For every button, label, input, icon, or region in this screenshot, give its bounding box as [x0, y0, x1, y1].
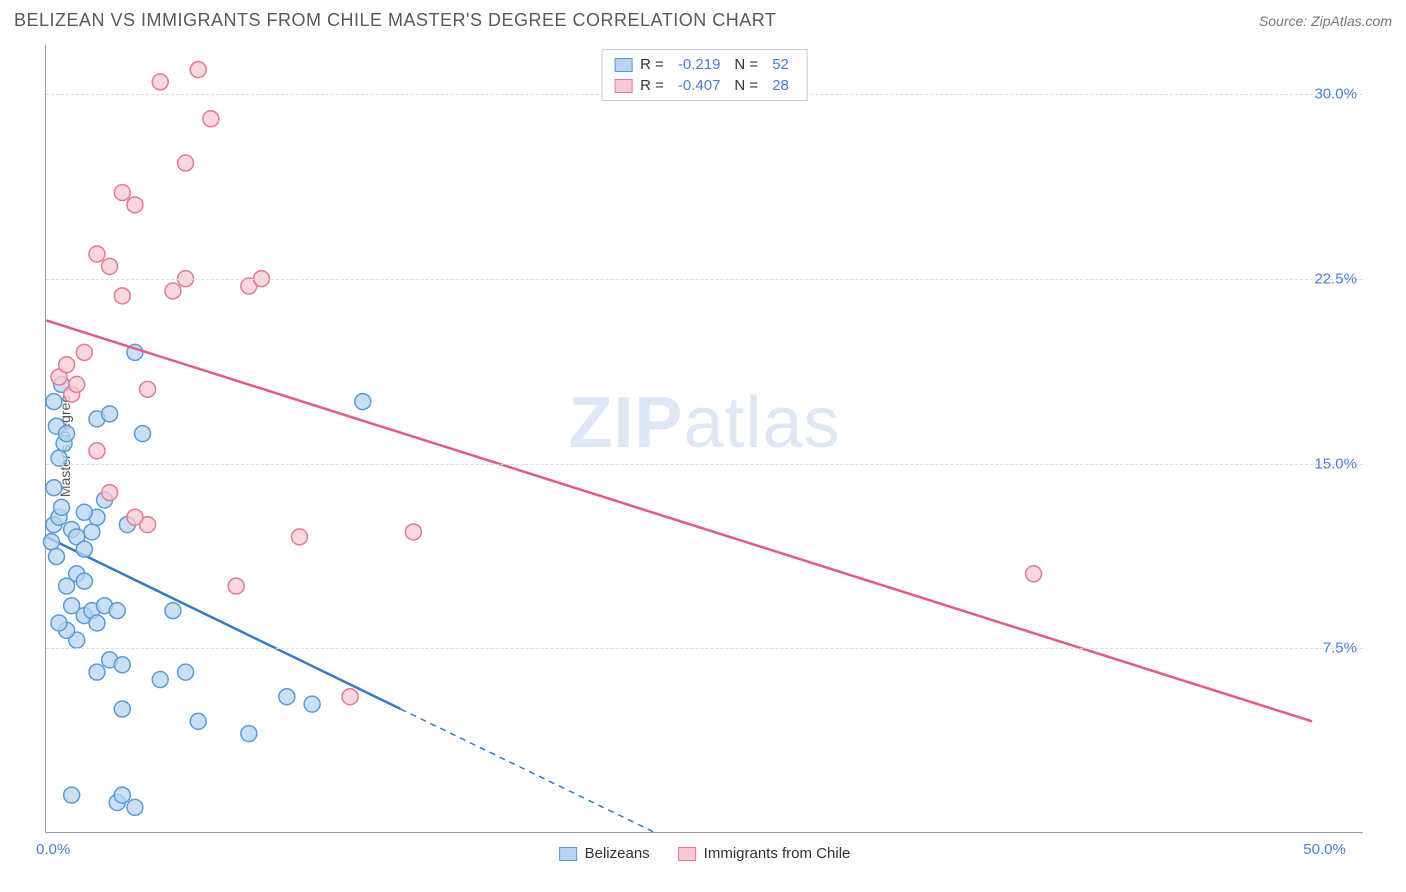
data-point — [102, 485, 118, 501]
data-point — [114, 185, 130, 201]
data-point — [190, 713, 206, 729]
chart-area: ZIPatlas R = -0.219 N = 52 R = -0.407 N … — [45, 45, 1363, 833]
data-point — [76, 541, 92, 557]
data-point — [109, 603, 125, 619]
gridline — [46, 279, 1363, 280]
data-point — [102, 406, 118, 422]
legend-swatch — [614, 58, 632, 72]
data-point — [165, 603, 181, 619]
legend-bottom-item: Belizeans — [559, 845, 650, 862]
data-point — [59, 426, 75, 442]
source-label: Source: ZipAtlas.com — [1259, 13, 1392, 29]
data-point — [291, 529, 307, 545]
data-point — [304, 696, 320, 712]
data-point — [140, 381, 156, 397]
data-point — [76, 573, 92, 589]
legend-bottom: Belizeans Immigrants from Chile — [559, 845, 851, 862]
data-point — [241, 726, 257, 742]
data-point — [89, 443, 105, 459]
data-point — [89, 615, 105, 631]
header: BELIZEAN VS IMMIGRANTS FROM CHILE MASTER… — [14, 10, 1392, 31]
legend-top-row: R = -0.407 N = 28 — [614, 75, 795, 96]
y-tick-label: 7.5% — [1323, 640, 1357, 657]
r-value: -0.407 — [672, 77, 727, 94]
data-point — [43, 534, 59, 550]
legend-top-row: R = -0.219 N = 52 — [614, 54, 795, 75]
data-point — [64, 598, 80, 614]
data-point — [102, 258, 118, 274]
y-tick-label: 22.5% — [1314, 270, 1357, 287]
n-label: N = — [734, 77, 758, 94]
legend-swatch — [614, 79, 632, 93]
legend-swatch — [678, 847, 696, 861]
data-point — [127, 799, 143, 815]
data-point — [279, 689, 295, 705]
data-point — [76, 344, 92, 360]
r-label: R = — [640, 77, 664, 94]
data-point — [89, 664, 105, 680]
chart-title: BELIZEAN VS IMMIGRANTS FROM CHILE MASTER… — [14, 10, 776, 31]
x-tick-label: 0.0% — [36, 841, 70, 858]
data-point — [178, 664, 194, 680]
data-point — [114, 787, 130, 803]
data-point — [152, 672, 168, 688]
r-label: R = — [640, 56, 664, 73]
data-point — [178, 155, 194, 171]
data-point — [165, 283, 181, 299]
data-point — [127, 509, 143, 525]
data-point — [127, 197, 143, 213]
x-tick-label: 50.0% — [1303, 841, 1346, 858]
data-point — [48, 549, 64, 565]
data-point — [135, 426, 151, 442]
data-point — [1026, 566, 1042, 582]
legend-top: R = -0.219 N = 52 R = -0.407 N = 28 — [601, 49, 808, 101]
data-point — [51, 615, 67, 631]
data-point — [114, 701, 130, 717]
data-point — [114, 657, 130, 673]
gridline — [46, 464, 1363, 465]
data-point — [54, 499, 70, 515]
data-point — [76, 504, 92, 520]
legend-swatch — [559, 847, 577, 861]
data-point — [355, 394, 371, 410]
data-point — [69, 376, 85, 392]
y-tick-label: 30.0% — [1314, 86, 1357, 103]
data-point — [203, 111, 219, 127]
data-point — [228, 578, 244, 594]
gridline — [46, 648, 1363, 649]
n-value: 28 — [766, 77, 795, 94]
regression-line-dashed — [401, 709, 654, 832]
data-point — [89, 246, 105, 262]
data-point — [59, 357, 75, 373]
data-point — [405, 524, 421, 540]
n-label: N = — [734, 56, 758, 73]
regression-line — [46, 320, 1312, 721]
r-value: -0.219 — [672, 56, 727, 73]
legend-bottom-item: Immigrants from Chile — [678, 845, 851, 862]
plot-svg — [46, 45, 1363, 832]
data-point — [190, 62, 206, 78]
data-point — [46, 394, 62, 410]
data-point — [84, 524, 100, 540]
y-tick-label: 15.0% — [1314, 455, 1357, 472]
legend-label: Immigrants from Chile — [704, 845, 851, 862]
data-point — [46, 480, 62, 496]
legend-label: Belizeans — [585, 845, 650, 862]
data-point — [342, 689, 358, 705]
data-point — [152, 74, 168, 90]
data-point — [114, 288, 130, 304]
data-point — [64, 787, 80, 803]
n-value: 52 — [766, 56, 795, 73]
